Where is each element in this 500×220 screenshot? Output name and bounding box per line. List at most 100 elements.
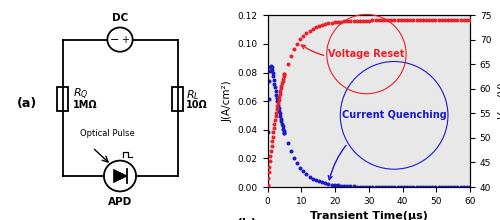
- Point: [334, 20, 342, 24]
- Point: [456, 18, 464, 22]
- Point: [460, 18, 468, 22]
- Point: [264, 130, 272, 133]
- Point: [278, 125, 286, 128]
- Point: [266, 69, 274, 73]
- Point: [274, 104, 281, 108]
- Point: [352, 185, 360, 188]
- Point: [456, 185, 464, 189]
- Text: (b): (b): [237, 218, 258, 220]
- Point: [272, 115, 280, 118]
- Point: [264, 185, 272, 189]
- Text: $R_Q$: $R_Q$: [73, 87, 88, 102]
- Point: [403, 18, 411, 22]
- Point: [340, 20, 348, 23]
- Point: [422, 18, 430, 22]
- Point: [264, 177, 272, 180]
- Point: [460, 185, 468, 189]
- Point: [463, 185, 471, 189]
- Point: [434, 185, 442, 189]
- Point: [270, 78, 278, 82]
- Point: [273, 96, 281, 100]
- Point: [362, 185, 370, 189]
- Point: [394, 18, 402, 22]
- Point: [300, 34, 308, 38]
- Point: [406, 185, 414, 189]
- Point: [384, 185, 392, 189]
- Point: [397, 185, 405, 189]
- Point: [278, 122, 286, 126]
- Point: [350, 19, 358, 23]
- Point: [276, 92, 283, 95]
- Point: [359, 185, 367, 189]
- Point: [268, 135, 276, 138]
- Text: 10Ω: 10Ω: [186, 99, 208, 110]
- Point: [302, 31, 310, 35]
- Point: [350, 185, 358, 188]
- Text: DC: DC: [112, 13, 128, 23]
- Point: [278, 84, 285, 88]
- Point: [272, 89, 280, 93]
- Text: +: +: [120, 35, 128, 45]
- Point: [318, 23, 326, 27]
- Point: [302, 172, 310, 176]
- Point: [324, 22, 332, 25]
- Point: [362, 19, 370, 22]
- Point: [410, 185, 418, 189]
- Point: [390, 18, 398, 22]
- Text: Current Quenching: Current Quenching: [328, 110, 446, 180]
- Point: [425, 18, 433, 22]
- Point: [432, 18, 440, 22]
- Point: [276, 89, 284, 93]
- Point: [264, 97, 272, 101]
- Bar: [58, 87, 68, 111]
- Point: [406, 18, 414, 22]
- Point: [275, 95, 283, 98]
- Point: [368, 19, 376, 22]
- Point: [381, 19, 389, 22]
- Point: [306, 175, 314, 178]
- Point: [268, 71, 276, 75]
- Point: [293, 162, 301, 165]
- Point: [328, 21, 336, 24]
- Point: [328, 183, 336, 186]
- Polygon shape: [114, 169, 128, 183]
- Point: [266, 160, 274, 163]
- Point: [279, 77, 287, 81]
- Point: [397, 18, 405, 22]
- Point: [312, 178, 320, 182]
- Point: [388, 19, 396, 22]
- Point: [296, 166, 304, 170]
- Point: [274, 100, 281, 103]
- Point: [290, 156, 298, 160]
- Point: [375, 185, 383, 189]
- Point: [322, 182, 330, 185]
- Point: [337, 20, 345, 23]
- Point: [286, 54, 294, 58]
- Point: [280, 75, 288, 78]
- Point: [266, 154, 274, 158]
- Point: [372, 185, 380, 189]
- Point: [270, 122, 278, 126]
- Point: [454, 18, 462, 22]
- Point: [284, 141, 292, 145]
- Text: Voltage Reset: Voltage Reset: [302, 45, 405, 59]
- Point: [390, 185, 398, 189]
- Text: (a): (a): [16, 97, 37, 110]
- Point: [359, 19, 367, 22]
- Point: [372, 19, 380, 22]
- Point: [274, 103, 282, 106]
- Point: [270, 82, 278, 86]
- Point: [428, 18, 436, 22]
- Point: [447, 185, 455, 189]
- Point: [419, 18, 427, 22]
- Point: [432, 185, 440, 189]
- Point: [428, 185, 436, 189]
- Point: [463, 18, 471, 22]
- Point: [278, 79, 286, 83]
- Point: [400, 18, 408, 22]
- Point: [275, 109, 283, 112]
- Point: [381, 185, 389, 189]
- Point: [384, 19, 392, 22]
- Point: [366, 185, 374, 189]
- Point: [272, 93, 280, 96]
